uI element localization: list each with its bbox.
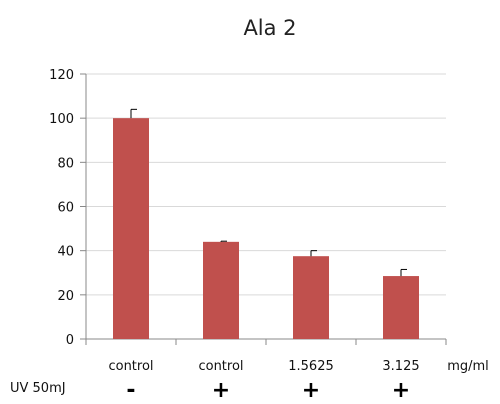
x-unit-label: mg/ml <box>447 359 489 374</box>
x-category-label: 1.5625 <box>288 359 334 374</box>
x-category-label: 3.125 <box>382 359 419 374</box>
y-tick-label: 20 <box>57 289 74 304</box>
treatment-sign: + <box>212 378 230 403</box>
y-tick-label: 40 <box>57 245 74 260</box>
x-axis-labels: control control 1.5625 3.125 <box>108 359 419 374</box>
y-tick-label: 60 <box>57 201 74 216</box>
y-tick-label: 120 <box>49 68 74 83</box>
bar <box>383 276 419 339</box>
treatment-sign: + <box>302 378 320 403</box>
treatment-label: UV 50mJ <box>10 381 66 396</box>
bars <box>113 108 419 340</box>
treatment-sign: + <box>392 378 410 403</box>
x-category-label: control <box>108 359 153 374</box>
bar <box>113 118 149 340</box>
y-tick-label: 80 <box>57 156 74 171</box>
treatment-sign: - <box>126 378 135 403</box>
chart-title: Ala 2 <box>243 16 296 40</box>
x-category-label: control <box>198 359 243 374</box>
y-tick-label: 100 <box>49 112 74 127</box>
bar <box>203 241 239 339</box>
y-tick-label: 0 <box>66 333 74 348</box>
treatment-signs: - + + + <box>126 378 410 403</box>
bar <box>293 256 329 339</box>
